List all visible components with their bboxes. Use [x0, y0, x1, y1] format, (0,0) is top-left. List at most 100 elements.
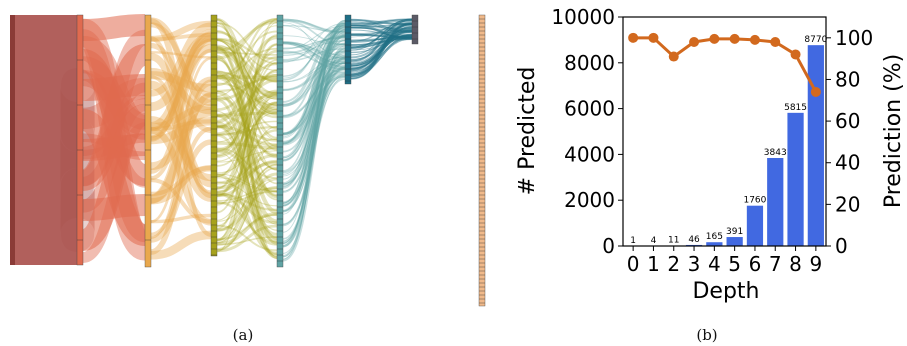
x-axis-label: Depth: [692, 279, 759, 304]
sankey-flow: [149, 80, 213, 202]
sankey-flow: [282, 50, 346, 70]
sankey-flow: [282, 75, 346, 185]
sankey-flow: [350, 26, 413, 39]
sankey-flow: [282, 39, 346, 206]
y-right-tick-label: 20: [835, 192, 860, 216]
sankey-flow: [216, 48, 278, 100]
x-tick-label: 1: [647, 252, 660, 276]
sankey-node-level-1: [76, 14, 84, 266]
bar-label-depth-8: 5815: [784, 103, 807, 113]
sankey-flow: [150, 56, 212, 223]
sankey-flow: [350, 36, 413, 46]
sankey-flow: [216, 102, 278, 227]
sankey-node-level-3: [210, 14, 218, 257]
y-left-tick-label: 8000: [564, 51, 615, 75]
sankey-flow: [216, 96, 278, 189]
sankey-flow: [216, 153, 278, 185]
sankey-flow: [216, 76, 278, 119]
sankey-flow: [282, 22, 346, 138]
prediction-point-depth-1: [648, 32, 659, 43]
sankey-flow: [350, 35, 413, 75]
x-tick-label: 9: [809, 252, 822, 276]
sankey-flow: [216, 172, 278, 252]
sankey-flow: [150, 71, 212, 93]
prediction-point-depth-3: [689, 36, 700, 47]
sankey-flow: [350, 30, 413, 36]
x-tick-label: 8: [789, 252, 802, 276]
prediction-point-depth-5: [729, 33, 740, 44]
bar-label-depth-9: 8770: [804, 35, 827, 45]
sankey-flow: [216, 37, 278, 60]
sankey-flow: [150, 31, 212, 141]
sankey-flow: [150, 33, 212, 42]
sankey-flow: [216, 75, 278, 97]
sankey-flow: [216, 147, 278, 180]
sankey-flow: [216, 236, 278, 246]
sankey-flow: [149, 93, 213, 204]
sankey-flow: [282, 60, 346, 83]
sankey-flow: [150, 139, 212, 243]
sankey-flow: [216, 43, 278, 230]
sankey-flow: [150, 38, 212, 131]
sankey-flow: [216, 40, 278, 141]
y-left-tick-label: 0: [602, 234, 615, 258]
sankey-flow: [216, 17, 278, 139]
sankey-flow: [150, 17, 212, 107]
sankey-flow: [216, 192, 278, 225]
sankey-flow: [282, 41, 346, 68]
sankey-flow: [282, 68, 346, 119]
sankey-flow: [216, 141, 278, 150]
y-right-tick-label: 100: [835, 26, 873, 50]
sankey-flow: [216, 179, 278, 251]
sankey-flow: [282, 62, 346, 136]
sankey-flow: [282, 25, 346, 244]
sankey-flow: [216, 90, 278, 223]
sankey-flow: [282, 71, 346, 117]
sankey-flow: [216, 120, 278, 136]
sankey-flow: [216, 108, 278, 167]
sankey-flow: [350, 18, 413, 25]
sankey-node-level-6: [411, 14, 419, 45]
sankey-flow: [282, 73, 346, 204]
sankey-flow: [216, 192, 278, 212]
sankey-flow: [216, 129, 278, 193]
sankey-flow: [216, 57, 278, 215]
sankey-flow: [350, 34, 413, 69]
sankey-flow: [282, 35, 346, 61]
sankey-flow: [216, 29, 278, 111]
sankey-flow: [282, 19, 346, 248]
sankey-flow: [216, 151, 278, 243]
sankey-flow: [282, 56, 346, 83]
sankey-flow: [350, 23, 413, 78]
sankey-flow: [282, 66, 346, 143]
sankey-flow: [216, 124, 278, 257]
sankey-flow: [350, 34, 413, 65]
sankey-flow: [216, 185, 278, 232]
sankey-flow: [216, 43, 278, 190]
sankey-flow: [216, 77, 278, 171]
sankey-flow: [282, 22, 346, 68]
sankey-flow: [282, 75, 346, 135]
sankey-flow: [282, 30, 346, 106]
sankey-flow: [282, 50, 346, 242]
sankey-flow: [282, 42, 346, 65]
sankey-flow: [282, 34, 346, 260]
sankey-flow: [216, 39, 278, 106]
sankey-flow: [282, 35, 346, 45]
sankey-flow: [216, 224, 278, 253]
y-axis-right-label: Prediction (%): [881, 54, 906, 208]
sankey-flow: [350, 21, 413, 49]
sankey-flow: [216, 181, 278, 207]
sankey-flow: [150, 32, 212, 112]
sankey-flow: [282, 29, 346, 159]
sankey-flow: [150, 164, 212, 205]
line-series: [628, 32, 821, 97]
sankey-flow: [350, 23, 413, 38]
sankey-flow: [350, 35, 413, 43]
sankey-node-level-0: [10, 15, 78, 265]
sankey-flow: [150, 75, 212, 194]
sankey-flow: [150, 116, 212, 182]
bar-series: [625, 45, 824, 247]
sankey-flow: [282, 56, 346, 248]
